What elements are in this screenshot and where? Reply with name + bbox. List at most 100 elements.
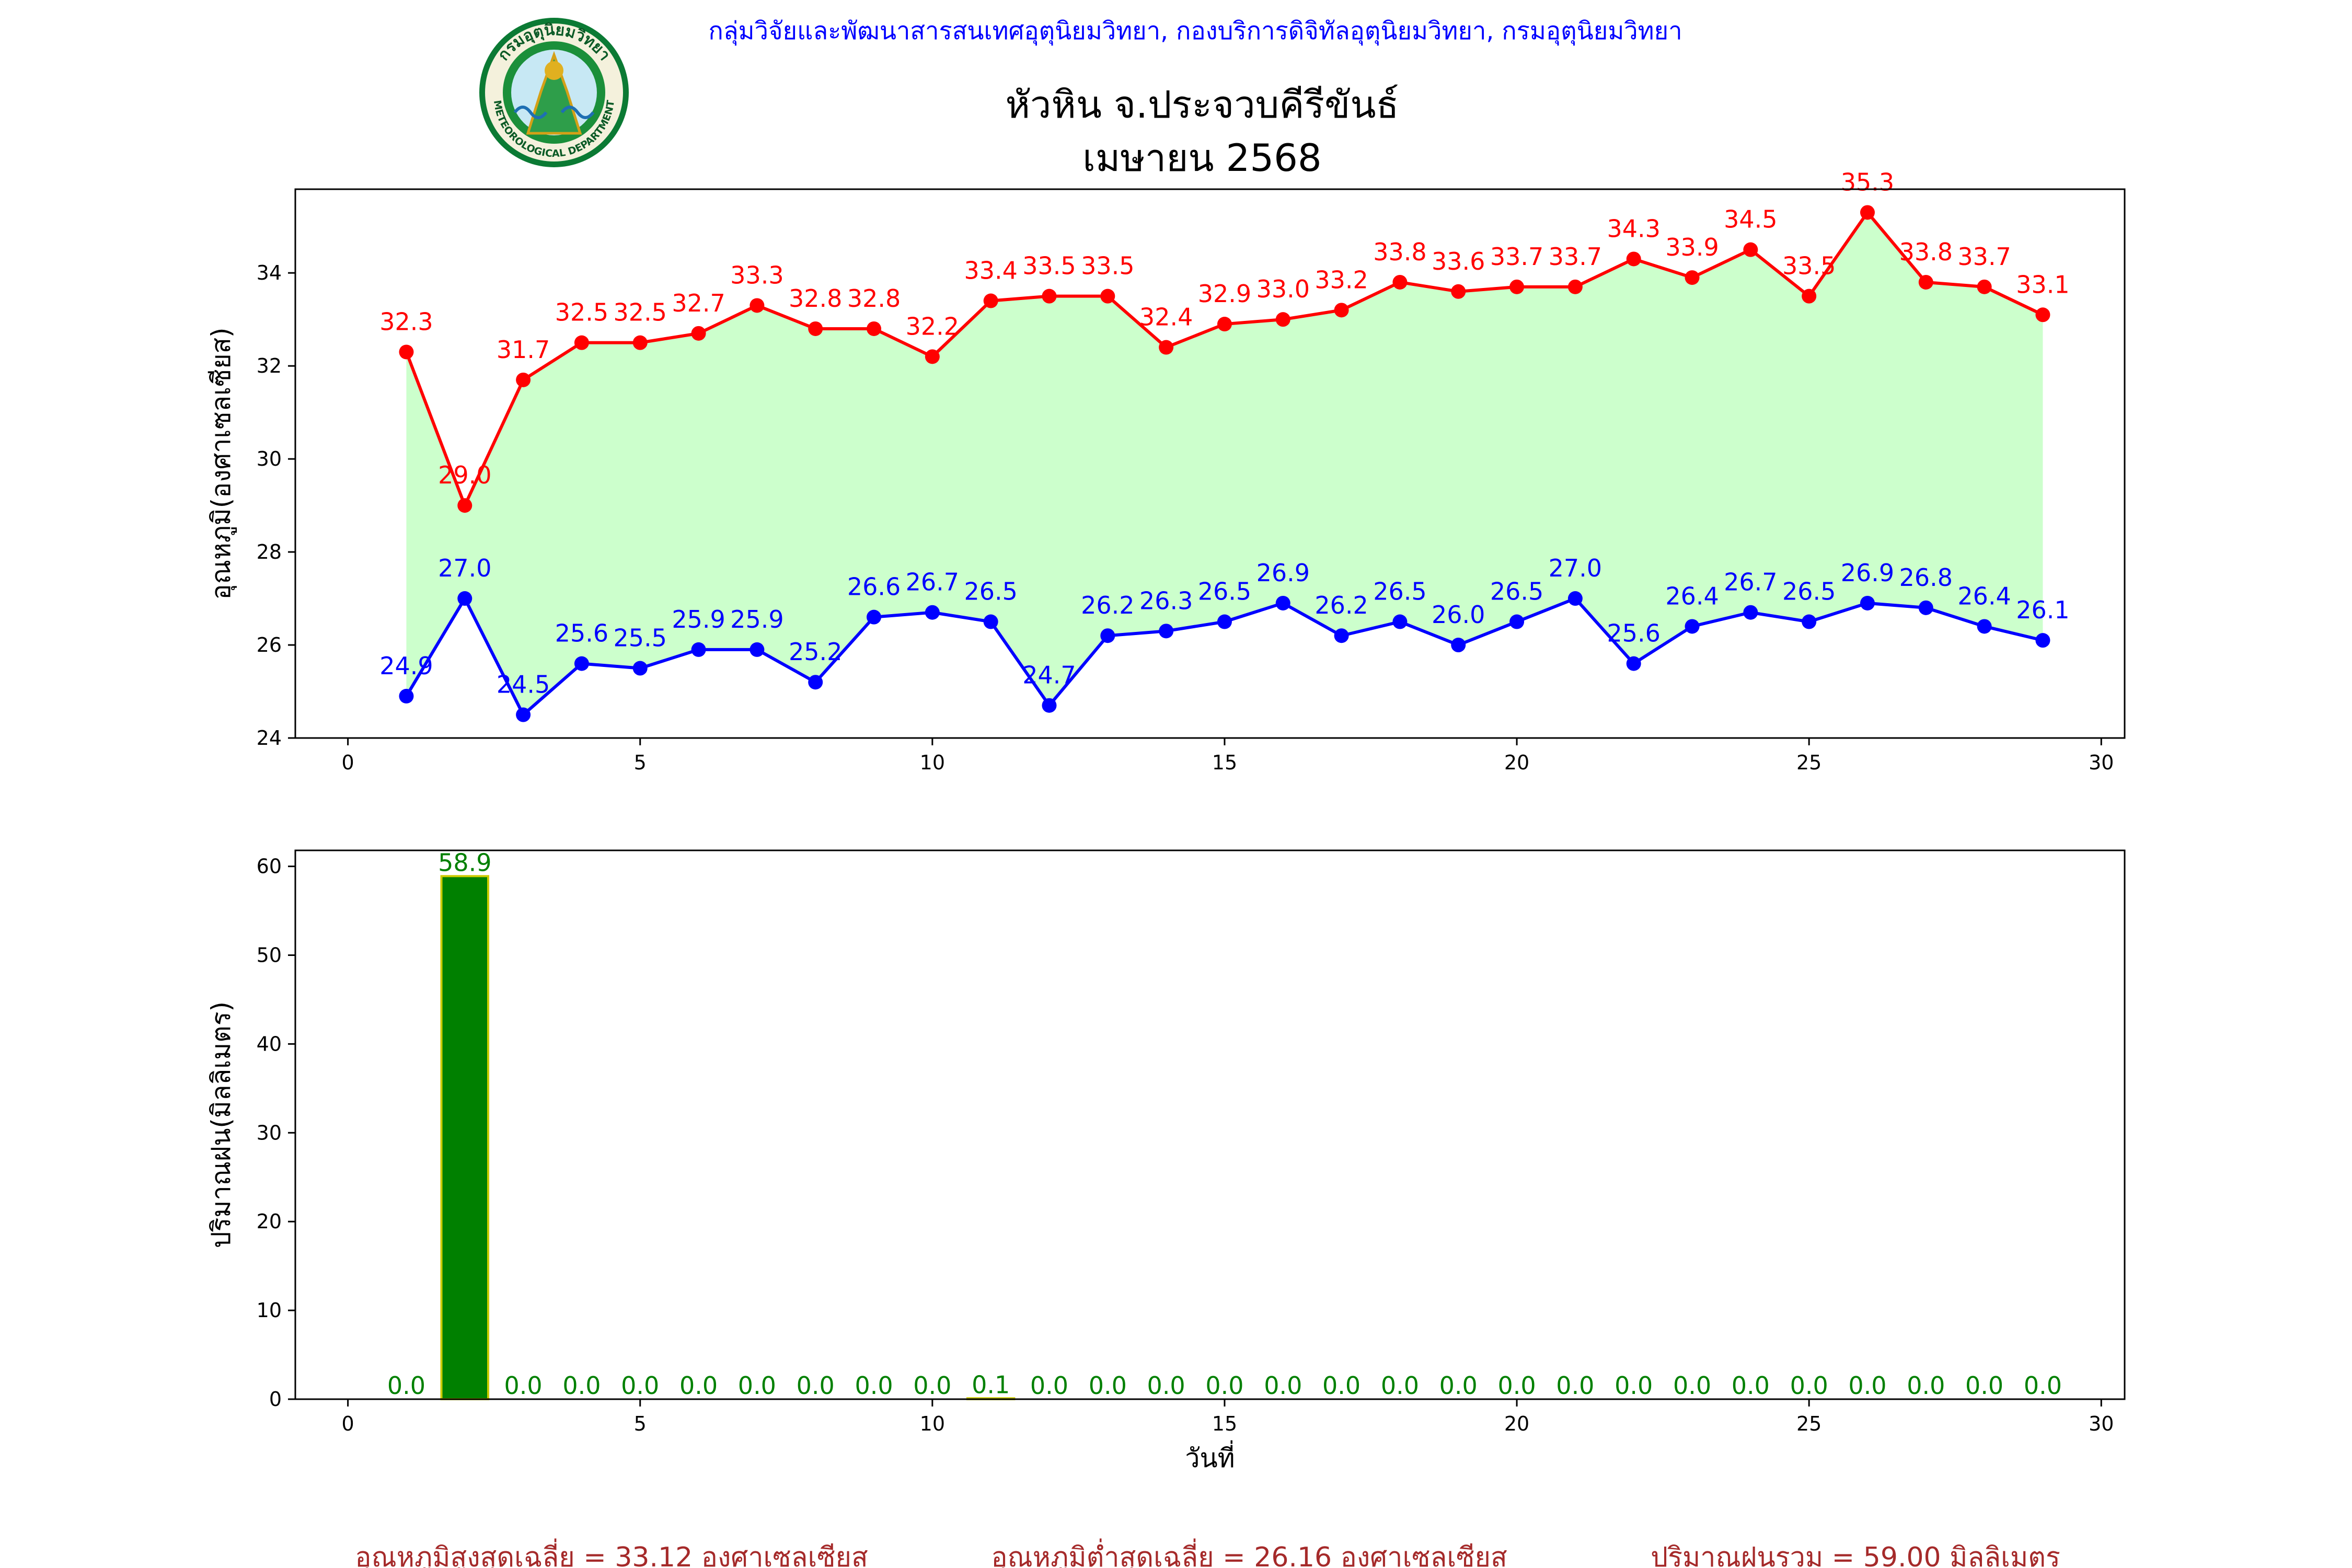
min-temp-point [2035, 633, 2050, 648]
min-temp-data-label: 26.0 [1432, 601, 1485, 629]
min-temp-data-label: 26.6 [847, 573, 901, 601]
min-temp-point [457, 591, 472, 606]
y-tick-label: 10 [257, 1299, 282, 1322]
min-temp-point [1918, 600, 1933, 615]
min-temp-point [1042, 698, 1057, 713]
max-temp-data-label: 33.7 [1490, 243, 1543, 271]
min-temp-point [1802, 614, 1817, 629]
max-temp-data-label: 32.8 [847, 284, 901, 313]
summary-avg-min: อุณหภูมิต่ำสุดเฉลี่ย = 26.16 องศาเซลเซีย… [991, 1538, 1507, 1568]
min-temp-point [632, 661, 648, 676]
max-temp-point [867, 321, 882, 336]
chart-title-station: หัวหิน จ.ประจวบคีรีขันธ์ [1005, 83, 1399, 126]
max-temp-data-label: 33.5 [1782, 252, 1836, 280]
y-tick-label: 30 [257, 447, 282, 470]
x-tick-label: 30 [2089, 1412, 2114, 1435]
min-temp-data-label: 25.6 [555, 619, 608, 648]
max-temp-point [574, 335, 589, 350]
rainfall-data-label: 0.0 [1732, 1371, 1770, 1400]
min-temp-point [1392, 614, 1408, 629]
rainfall-data-label: 0.0 [1205, 1371, 1243, 1400]
max-temp-point [399, 344, 414, 360]
rainfall-x-axis-label: วันที่ [1185, 1440, 1235, 1473]
y-tick-label: 26 [257, 633, 282, 656]
max-temp-data-label: 33.9 [1665, 233, 1719, 261]
max-temp-data-label: 32.2 [906, 312, 959, 340]
min-temp-data-label: 26.2 [1315, 591, 1368, 619]
max-temp-point [1977, 279, 1992, 294]
min-temp-point [691, 642, 706, 657]
max-temp-point [516, 372, 531, 387]
min-temp-point [1100, 628, 1115, 643]
min-temp-point [1626, 656, 1641, 671]
rainfall-data-label: 0.0 [1322, 1371, 1361, 1400]
y-tick-label: 34 [257, 261, 282, 284]
x-tick-label: 10 [920, 1412, 945, 1435]
x-tick-label: 0 [342, 1412, 354, 1435]
max-temp-point [1042, 289, 1057, 304]
min-temp-point [1509, 614, 1525, 629]
max-temp-data-label: 35.3 [1841, 168, 1894, 196]
min-temp-point [750, 642, 765, 657]
rainfall-data-label: 0.0 [562, 1371, 601, 1400]
min-temp-data-label: 26.7 [1724, 568, 1777, 596]
y-tick-label: 50 [257, 943, 282, 966]
rainfall-data-label: 0.0 [1790, 1371, 1828, 1400]
max-temp-point [2035, 307, 2050, 322]
x-tick-label: 15 [1212, 1412, 1237, 1435]
rainfall-plot-frame [294, 849, 2126, 1400]
y-tick-label: 40 [257, 1032, 282, 1055]
min-temp-data-label: 26.3 [1139, 586, 1193, 615]
max-temp-point [1626, 251, 1641, 267]
x-tick-label: 5 [634, 751, 647, 774]
x-tick-label: 0 [342, 751, 354, 774]
max-temp-data-label: 33.7 [1957, 243, 2011, 271]
max-temp-data-label: 32.7 [672, 289, 725, 317]
min-temp-data-label: 25.9 [730, 605, 783, 633]
min-temp-data-label: 26.8 [1899, 563, 1953, 592]
min-temp-point [1159, 624, 1174, 639]
max-temp-point [691, 326, 706, 341]
rainfall-data-label: 0.0 [1673, 1371, 1711, 1400]
meteorological-department-logo: กรมอุตุนิยมวิทยา METEOROLOGICAL DEPARTME… [479, 18, 629, 167]
min-temp-data-label: 25.9 [672, 605, 725, 633]
min-temp-point [399, 688, 414, 704]
min-temp-data-label: 25.6 [1607, 619, 1660, 648]
temperature-chart: 32.329.031.732.5 32.5 32.733.332.8 32.832.2… [206, 168, 2126, 774]
rainfall-data-label: 0.0 [1848, 1371, 1886, 1400]
min-temp-point [1567, 591, 1583, 606]
y-tick-label: 30 [257, 1121, 282, 1144]
rainfall-y-axis-label: ปริมาณฝน(มิลลิเมตร) [206, 1001, 236, 1248]
rainfall-data-label: 0.0 [1264, 1371, 1302, 1400]
y-tick-label: 24 [257, 727, 282, 750]
rainfall-data-label: 0.0 [797, 1371, 835, 1400]
deity-head-icon [545, 61, 563, 80]
min-temp-data-label: 26.5 [964, 578, 1017, 606]
max-temp-data-label: 33.6 [1432, 247, 1485, 275]
x-tick-label: 25 [1796, 1412, 1821, 1435]
max-temp-point [1217, 317, 1232, 332]
rainfall-data-label: 0.0 [1439, 1371, 1478, 1400]
min-temp-point [1217, 614, 1232, 629]
rainfall-data-label: 0.0 [679, 1371, 718, 1400]
min-temp-point [574, 656, 589, 671]
min-temp-data-label: 27.0 [438, 554, 491, 582]
summary-avg-max: อุณหภูมิสูงสุดเฉลี่ย = 33.12 องศาเซลเซีย… [355, 1538, 868, 1568]
max-temp-point [1100, 289, 1115, 304]
min-temp-data-label: 27.0 [1549, 554, 1602, 582]
chart-title-month: เมษายน 2568 [1082, 136, 1322, 180]
min-temp-point [1451, 638, 1466, 653]
x-tick-label: 25 [1796, 751, 1821, 774]
min-temp-point [1275, 595, 1290, 610]
temperature-y-axis-label: อุณหภูมิ(องศาเซลเซียส) [206, 327, 237, 599]
rainfall-data-label: 0.0 [1381, 1371, 1419, 1400]
summary-total-rain: ปริมาณฝนรวม = 59.00 มิลลิเมตร [1651, 1542, 2060, 1568]
rainfall-bar [440, 875, 490, 1400]
min-temp-data-label: 24.5 [497, 671, 550, 699]
min-temp-data-label: 26.5 [1373, 578, 1426, 606]
max-temp-data-label: 33.1 [2016, 270, 2069, 298]
min-temp-data-label: 26.2 [1081, 591, 1134, 619]
y-tick-label: 20 [257, 1210, 282, 1233]
max-temp-data-label: 32.9 [1198, 280, 1251, 308]
